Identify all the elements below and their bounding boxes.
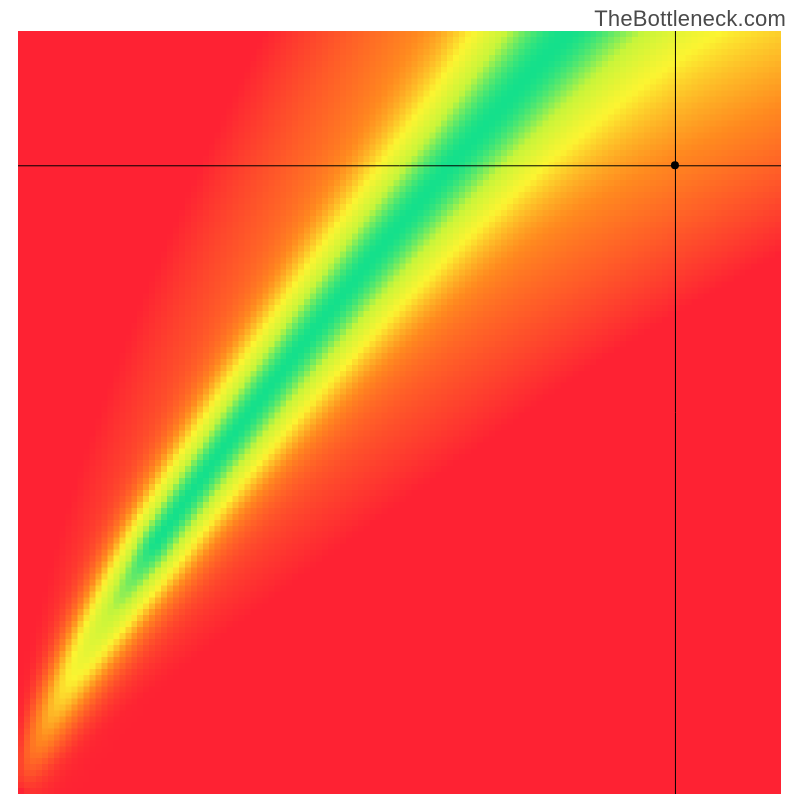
watermark-text: TheBottleneck.com (594, 6, 786, 32)
chart-container: { "watermark": { "text": "TheBottleneck.… (0, 0, 800, 800)
crosshair-overlay (18, 31, 781, 794)
